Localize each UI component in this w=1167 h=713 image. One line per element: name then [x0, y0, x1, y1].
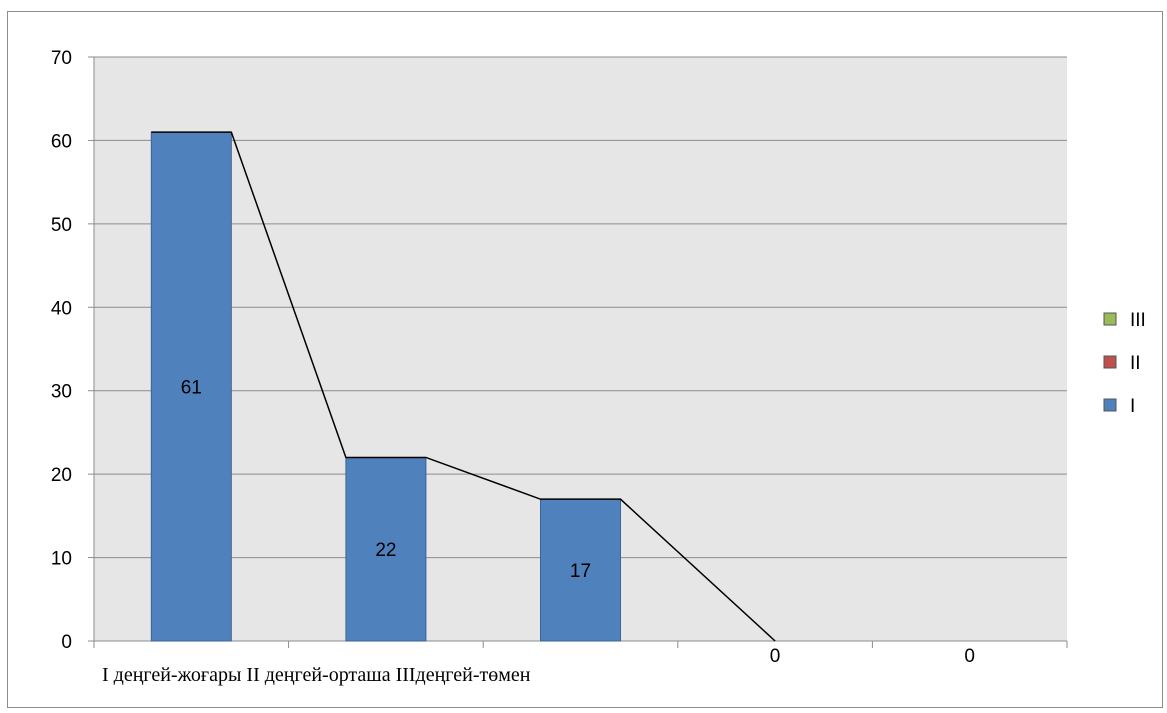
legend-swatch	[1103, 355, 1117, 369]
legend-swatch	[1103, 312, 1117, 326]
y-tick-label: 20	[51, 465, 72, 486]
legend-label: III	[1130, 310, 1146, 331]
data-label: 0	[964, 646, 975, 667]
legend-label: I	[1130, 396, 1135, 417]
y-tick-label: 60	[51, 131, 72, 152]
trend-line	[151, 131, 776, 642]
bar	[540, 498, 621, 642]
y-tick-label: 50	[51, 215, 72, 236]
category-caption: І деңгей-жоғары ІІ деңгей-орташа ІІІдеңг…	[102, 664, 531, 686]
bar	[150, 131, 232, 642]
data-label: 17	[570, 561, 591, 582]
data-label: 61	[181, 378, 202, 399]
y-tick-label: 40	[51, 298, 72, 319]
y-tick-label: 70	[51, 48, 72, 69]
data-label: 0	[770, 646, 781, 667]
bar	[345, 456, 427, 642]
legend-swatch	[1103, 398, 1117, 412]
y-tick-label: 10	[51, 549, 72, 570]
legend-label: II	[1130, 353, 1141, 374]
data-label: 22	[375, 540, 396, 561]
y-tick-label: 30	[51, 382, 72, 403]
y-tick-label: 0	[61, 632, 72, 653]
